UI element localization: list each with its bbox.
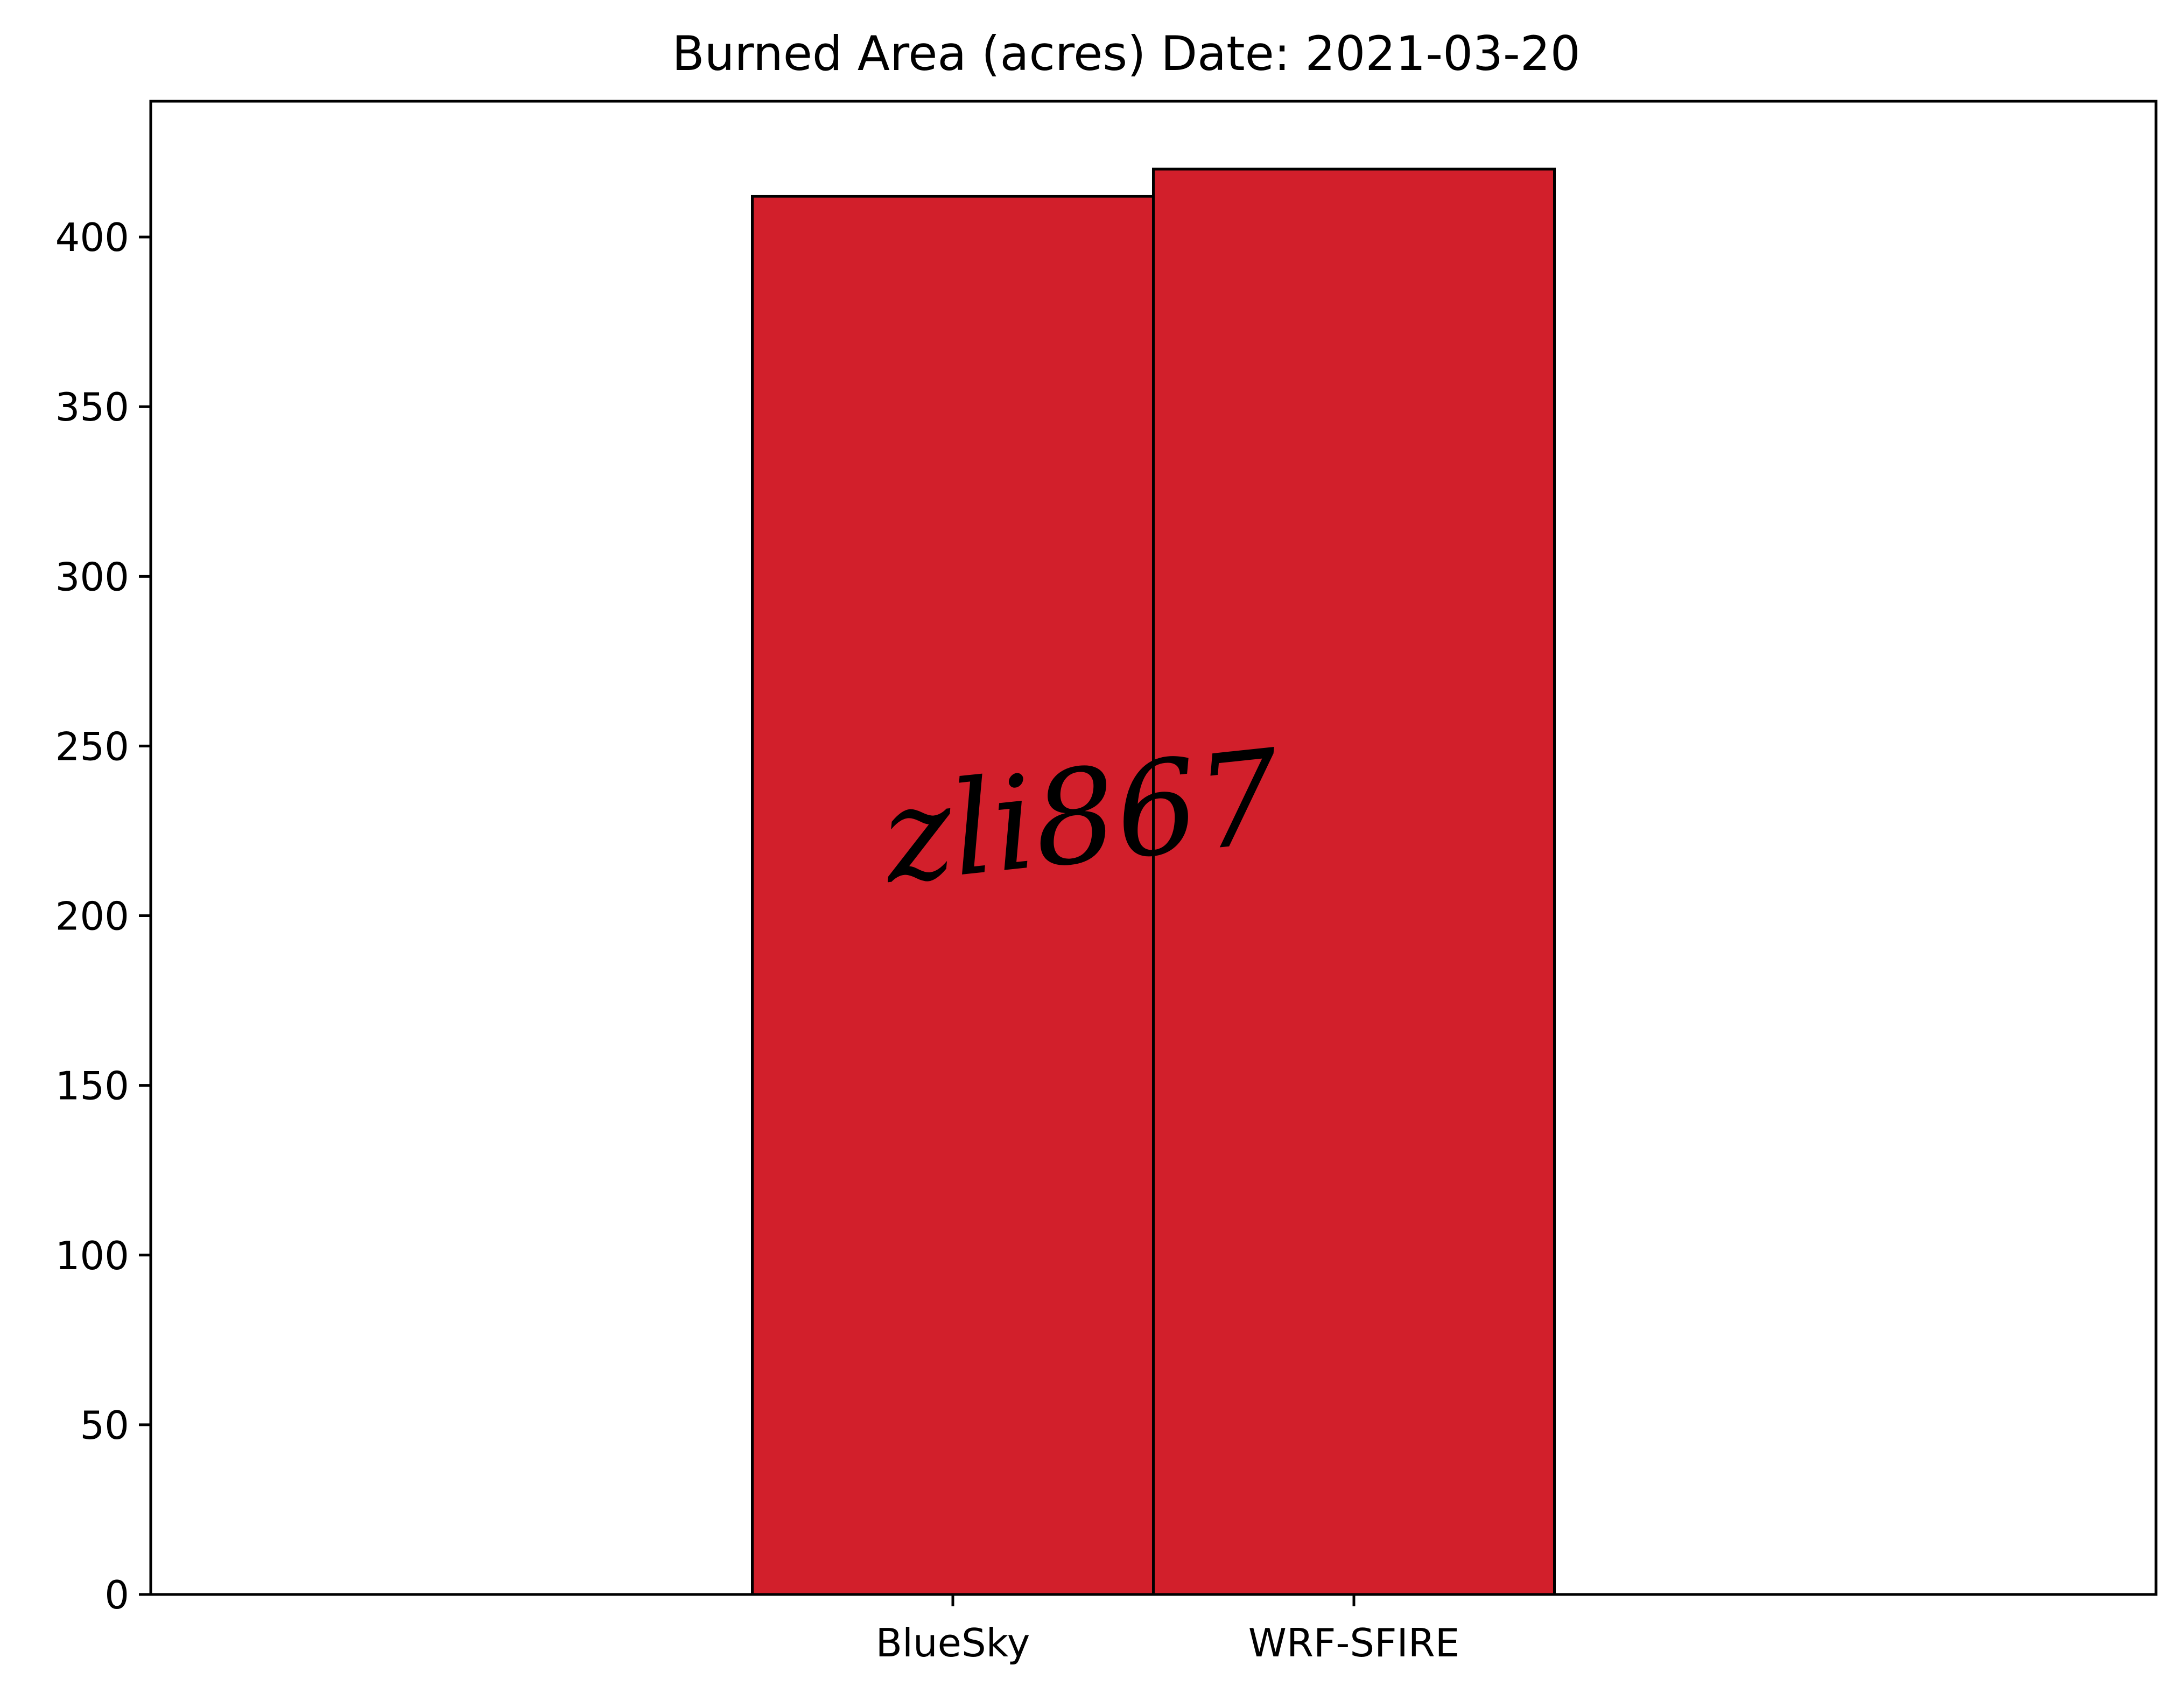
- x-axis: BlueSky WRF-SFIRE: [876, 1594, 1459, 1666]
- y-tick-label: 50: [80, 1403, 129, 1448]
- bar-wrf-sfire: [1152, 167, 1556, 1596]
- y-axis: 0 50 100 150 200 250 300 350 400: [55, 215, 151, 1618]
- y-tick-label: 200: [55, 894, 129, 939]
- bars: [751, 167, 1556, 1596]
- x-tick-label: WRF-SFIRE: [1248, 1620, 1459, 1666]
- y-tick-label: 350: [55, 384, 129, 430]
- y-tick-label: 100: [55, 1233, 129, 1278]
- chart-title: Burned Area (acres) Date: 2021-03-20: [672, 26, 1581, 81]
- y-tick-label: 0: [104, 1572, 129, 1618]
- y-tick-label: 150: [55, 1064, 129, 1109]
- bar-bluesky: [751, 194, 1155, 1596]
- y-tick-label: 300: [55, 554, 129, 599]
- x-tick-label: BlueSky: [876, 1620, 1030, 1666]
- y-tick-label: 400: [55, 215, 129, 260]
- plot-frame: [149, 100, 2158, 1596]
- y-tick-label: 250: [55, 724, 129, 769]
